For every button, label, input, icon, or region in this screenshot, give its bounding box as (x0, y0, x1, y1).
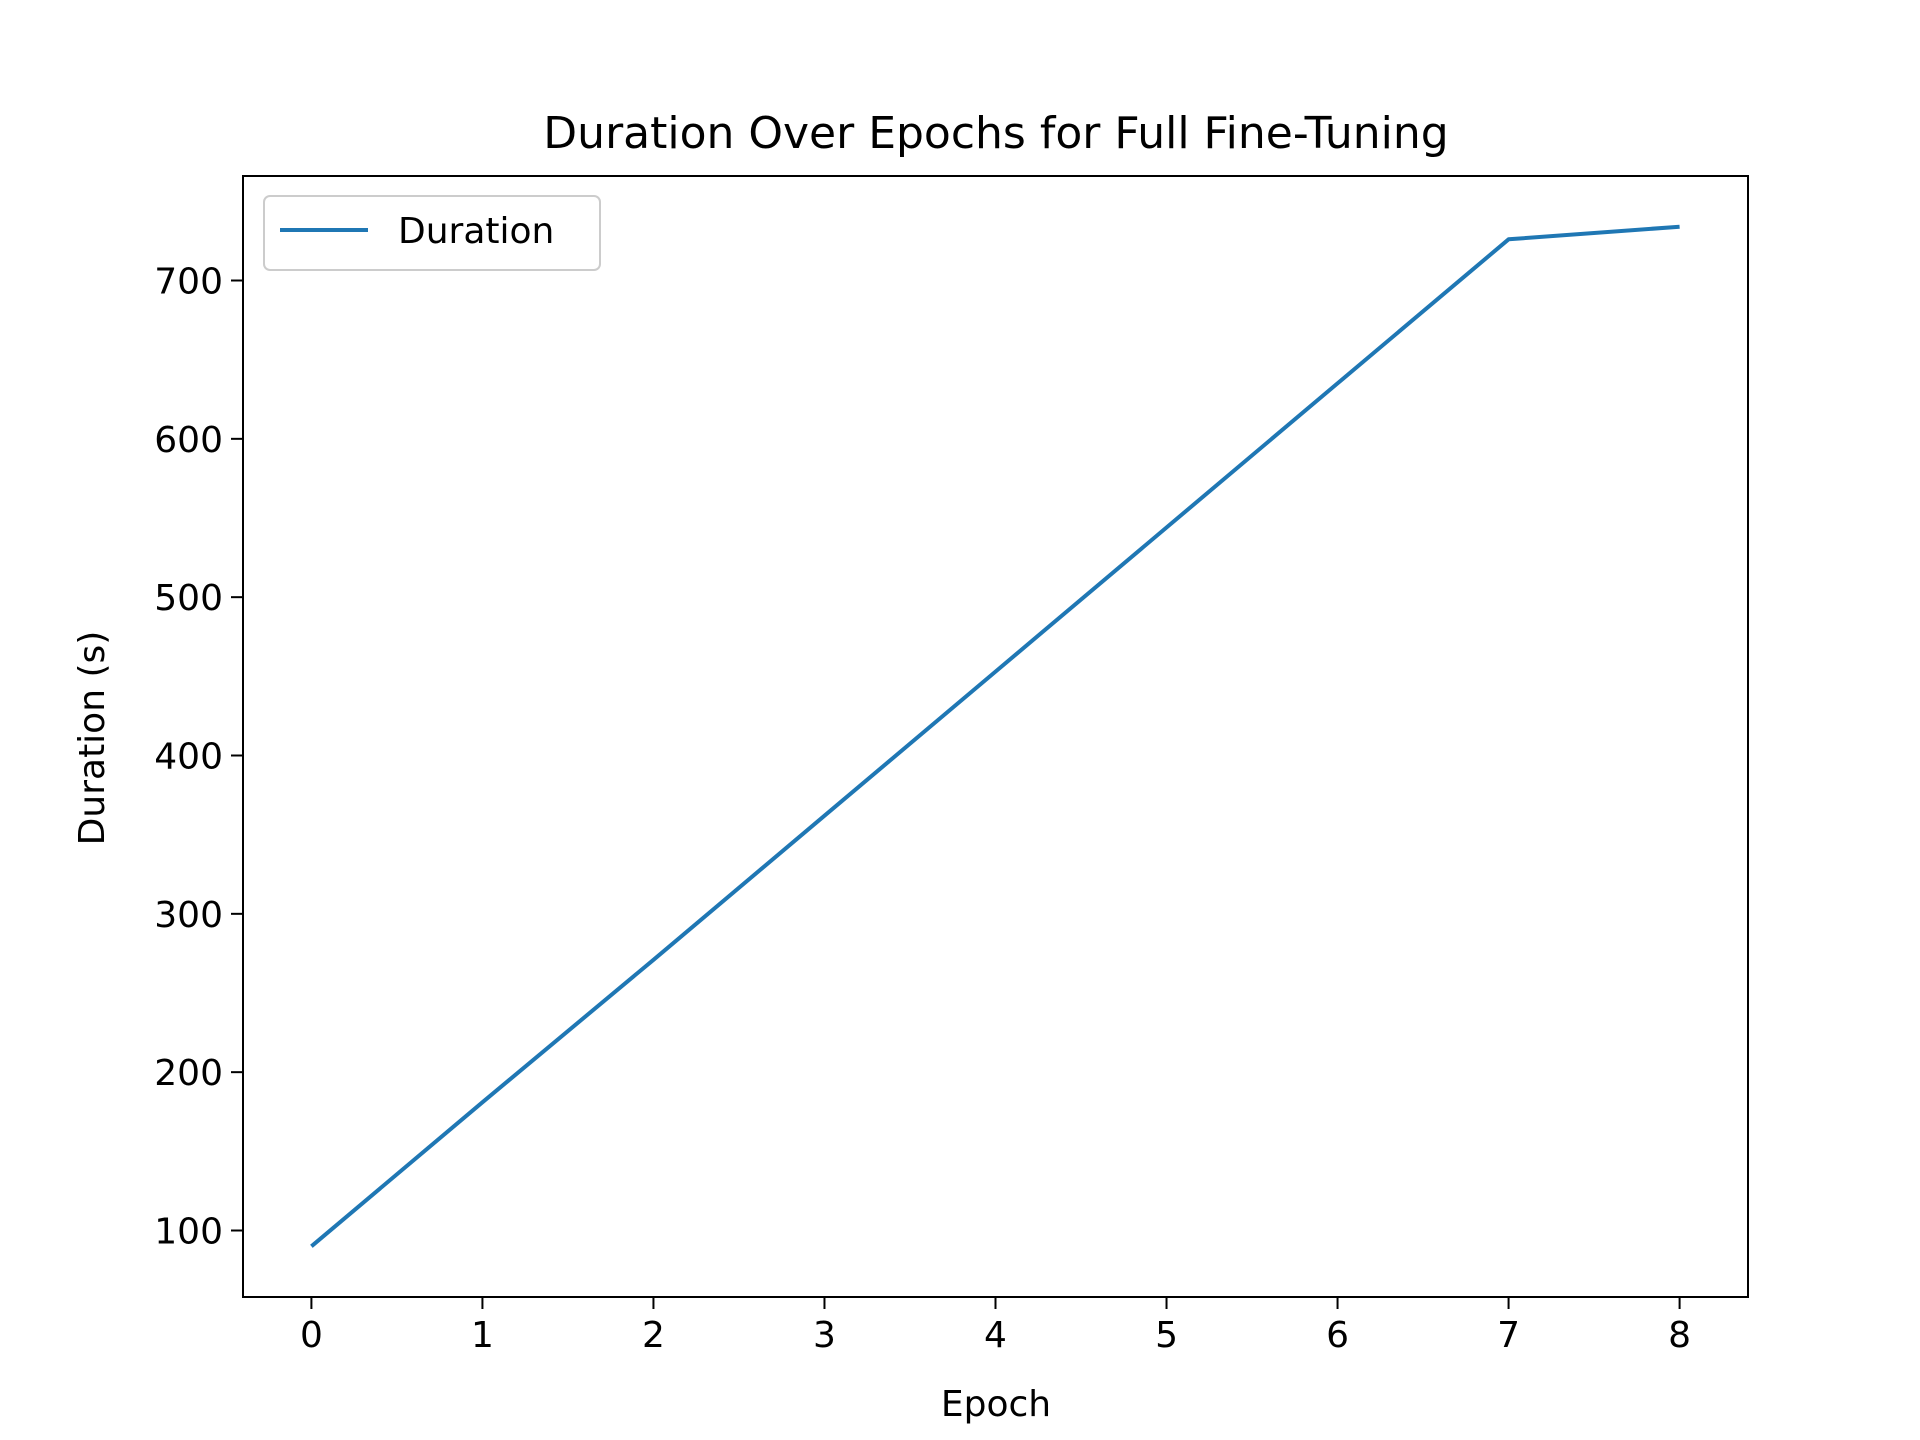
y-tick-label: 400 (154, 737, 223, 778)
y-axis-label: Duration (s) (72, 631, 113, 846)
x-tick-label: 3 (813, 1315, 836, 1356)
series-layer (310, 224, 1680, 1248)
x-axis-label: Epoch (941, 1384, 1051, 1425)
y-tick-label: 100 (154, 1212, 223, 1253)
y-tick-label: 700 (154, 262, 223, 303)
y-axis: 100 200 300 400 500 600 700 (154, 262, 243, 1253)
y-tick-label: 600 (154, 420, 223, 461)
x-tick-label: 2 (642, 1315, 665, 1356)
x-tick-label: 7 (1497, 1315, 1520, 1356)
legend-box (263, 195, 601, 271)
x-axis: 0 1 2 3 4 5 6 7 8 (300, 1297, 1691, 1356)
x-tick-label: 6 (1326, 1315, 1349, 1356)
x-tick-label: 0 (300, 1315, 323, 1356)
series-line-duration (310, 224, 1680, 1248)
x-tick-label: 5 (1155, 1315, 1178, 1356)
x-tick-label: 4 (984, 1315, 1007, 1356)
chart-title: Duration Over Epochs for Full Fine-Tunin… (543, 108, 1448, 159)
x-tick-label: 8 (1668, 1315, 1691, 1356)
x-tick-label: 1 (471, 1315, 494, 1356)
y-tick-label: 200 (154, 1053, 223, 1094)
plot-area: 0 1 2 3 4 5 6 7 8 100 200 300 400 500 600 700 (154, 175, 1749, 1356)
legend-label: Duration (398, 211, 554, 252)
y-tick-label: 300 (154, 895, 223, 936)
y-tick-label: 500 (154, 578, 223, 619)
legend: Duration (263, 195, 601, 271)
